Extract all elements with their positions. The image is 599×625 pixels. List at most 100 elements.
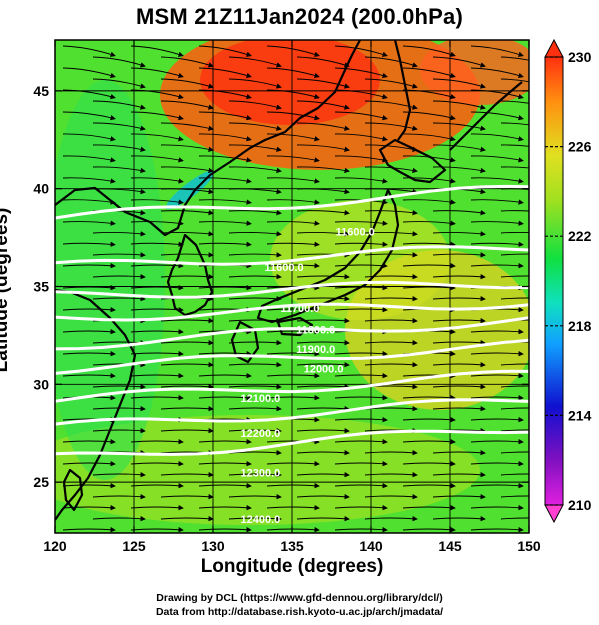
wind-arrow [432, 78, 486, 89]
wind-arrow [62, 220, 116, 226]
wind-arrow [432, 100, 486, 110]
wind-arrow [500, 473, 529, 476]
wind-arrow [500, 495, 529, 498]
wind-arrow [432, 56, 486, 68]
wind-arrow [296, 231, 350, 237]
coast-taiwan [62, 468, 84, 512]
wind-arrow [228, 515, 282, 522]
wind-arrow [334, 67, 388, 79]
credit-data: Data from http://database.rish.kyoto-u.a… [155, 606, 444, 618]
wind-arrow [198, 155, 252, 163]
wind-arrow [364, 317, 418, 324]
wind-arrow [266, 394, 320, 401]
wind-arrow [130, 262, 184, 269]
wind-arrow [62, 155, 116, 163]
wind-arrow [62, 460, 116, 467]
colorbar-tick-label: 226 [568, 139, 592, 155]
wind-arrow [160, 252, 214, 258]
wind-arrow [296, 144, 350, 152]
wind-arrow [500, 253, 529, 256]
wind-arrow [92, 361, 146, 368]
wind-arrow [334, 460, 388, 467]
wind-arrow [92, 295, 146, 302]
wind-arrow [500, 188, 529, 190]
wind-arrow [334, 526, 388, 533]
contour-label: 11600.0 [265, 262, 304, 274]
wind-arrow [130, 155, 184, 163]
wind-arrow [470, 155, 524, 163]
wind-arrow [296, 449, 350, 456]
wind-arrow [62, 262, 116, 269]
wind-arrow [160, 361, 214, 368]
wind-arrow [470, 133, 524, 142]
wind-arrow [266, 350, 320, 357]
wind-arrow [228, 209, 282, 216]
wind-arrow [334, 133, 388, 142]
wind-arrow [62, 306, 116, 313]
wind-arrow [266, 111, 320, 121]
wind-arrow [198, 504, 252, 511]
contour-label: 11900.0 [296, 344, 335, 356]
wind-arrow [334, 155, 388, 163]
colorbar-body [544, 56, 564, 506]
wind-arrow [92, 78, 146, 89]
contour-line [55, 369, 529, 403]
wind-arrow [296, 166, 350, 174]
wind-arrow [402, 438, 456, 445]
wind-arrow [364, 449, 418, 456]
wind-arrow [470, 89, 524, 100]
wind-arrow [432, 122, 486, 131]
wind-arrow [364, 209, 418, 216]
wind-arrow [92, 56, 146, 68]
wind-arrow [266, 482, 320, 489]
contour-label: 12200.0 [241, 428, 281, 440]
wind-arrow [296, 295, 350, 302]
wind-arrow [266, 177, 320, 184]
colorbar-tick-label: 222 [568, 228, 592, 244]
wind-arrow [470, 220, 524, 226]
wind-arrow [364, 515, 418, 522]
wind-arrow [266, 438, 320, 445]
wind-arrow [500, 56, 529, 61]
wind-arrow [432, 515, 486, 522]
wind-arrow [92, 188, 146, 195]
wind-arrow [130, 241, 184, 247]
wind-arrow [402, 199, 456, 205]
contour-label: 12400.0 [241, 514, 281, 526]
wind-arrow [296, 317, 350, 324]
wind-arrow [92, 144, 146, 152]
wind-arrow [92, 471, 146, 478]
wind-arrow [266, 67, 320, 79]
contour-line [55, 429, 529, 456]
wind-arrow [334, 89, 388, 100]
wind-arrow [266, 155, 320, 163]
colorbar-top-triangle [544, 38, 564, 58]
wind-arrow [62, 177, 116, 184]
wind-arrow [432, 317, 486, 324]
wind-arrow [296, 100, 350, 110]
wind-arrow [228, 273, 282, 280]
wind-arrow [470, 394, 524, 401]
wind-arrow [334, 45, 388, 57]
wind-arrow [470, 45, 524, 57]
wind-arrow [92, 515, 146, 522]
wind-arrow [160, 188, 214, 195]
wind-arrow [500, 210, 529, 212]
wind-arrow [402, 89, 456, 100]
wind-arrow [402, 133, 456, 142]
wind-arrow [500, 78, 529, 83]
wind-arrow [266, 372, 320, 379]
wind-arrow [432, 144, 486, 152]
wind-arrow [228, 122, 282, 131]
wind-arrow [92, 427, 146, 434]
wind-arrow [198, 438, 252, 445]
wind-arrow [92, 252, 146, 258]
wind-arrow [500, 100, 529, 104]
wind-arrow [160, 122, 214, 131]
wind-arrow [160, 209, 214, 216]
wind-arrow [62, 526, 116, 533]
colorbar: 210 214 218 222 226 230 [544, 38, 592, 524]
wind-arrow [198, 45, 252, 57]
wind-arrow [130, 89, 184, 100]
wind-arrow [266, 504, 320, 511]
